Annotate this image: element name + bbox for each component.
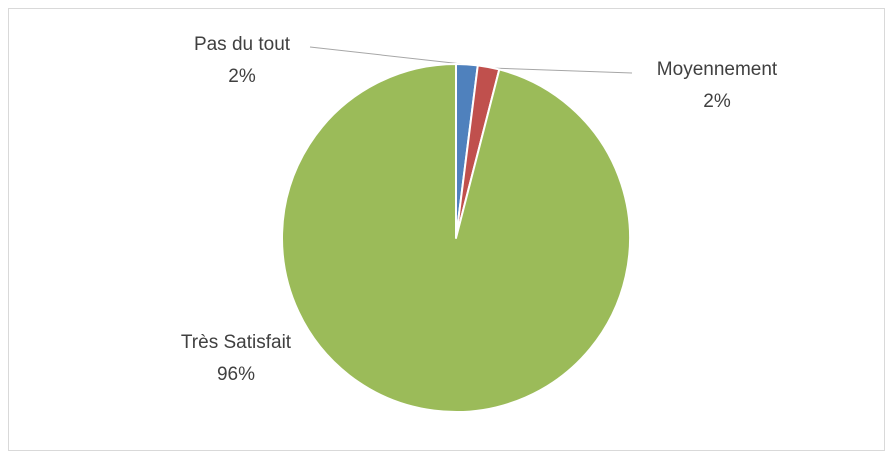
- slice-value-label: 2%: [703, 91, 731, 112]
- leader-line: [309, 46, 463, 65]
- leader-line: [489, 67, 633, 74]
- pie-slice: [281, 63, 631, 413]
- slice-label: Pas du tout: [194, 34, 291, 55]
- slice-value-label: 96%: [217, 364, 255, 385]
- slice-label: Moyennement: [657, 59, 778, 80]
- slice-label: Très Satisfait: [181, 332, 292, 353]
- slice-value-label: 2%: [228, 66, 256, 87]
